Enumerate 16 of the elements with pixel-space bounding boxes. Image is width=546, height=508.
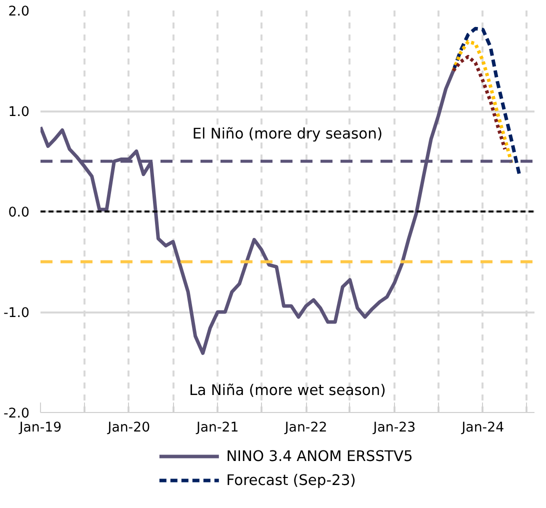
annotation: El Niño (more dry season) (192, 126, 383, 143)
y-tick-label: 0.0 (8, 206, 30, 220)
x-tick-label: Jan-23 (372, 420, 416, 436)
x-tick-label: Jan-22 (284, 420, 328, 436)
y-tick-label: -1.0 (3, 306, 30, 321)
x-tick-label: Jan-19 (18, 420, 62, 436)
y-tick-label: 1.0 (8, 105, 30, 120)
legend-label: NINO 3.4 ANOM ERSSTV5 (226, 448, 413, 465)
legend-label: Forecast (Sep-23) (226, 472, 356, 489)
line-series (452, 54, 507, 151)
y-tick-label: 2.0 (8, 4, 30, 20)
y-tick-label: -2.0 (3, 406, 30, 422)
annotation: La Niña (more wet season) (189, 382, 386, 399)
x-tick-label: Jan-24 (460, 420, 504, 436)
x-tick-label: Jan-21 (195, 420, 239, 436)
x-tick-label: Jan-20 (106, 420, 150, 436)
